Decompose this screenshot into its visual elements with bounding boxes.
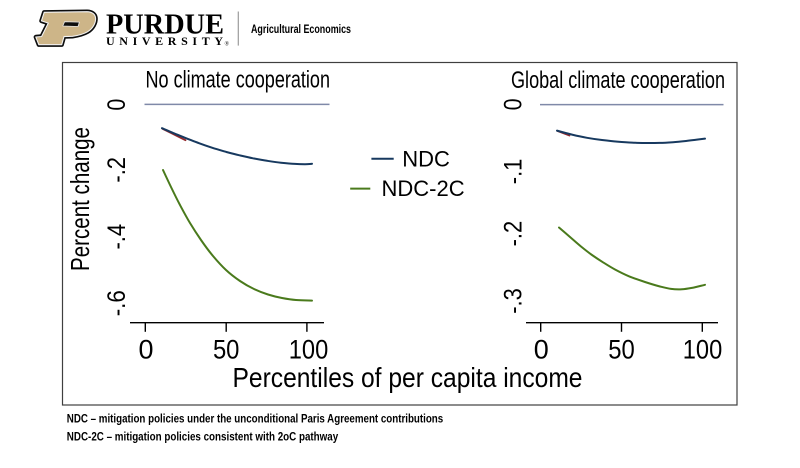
svg-text:-.1: -.1 xyxy=(500,159,528,185)
svg-text:-.6: -.6 xyxy=(103,290,131,316)
svg-text:100: 100 xyxy=(289,335,329,365)
svg-text:No climate cooperation: No climate cooperation xyxy=(146,67,331,94)
svg-text:0: 0 xyxy=(534,335,549,365)
svg-text:Percent change: Percent change xyxy=(65,127,95,271)
svg-text:Global climate cooperation: Global climate cooperation xyxy=(511,67,725,94)
svg-text:0: 0 xyxy=(103,99,131,111)
svg-text:50: 50 xyxy=(213,335,240,365)
svg-text:Percentiles of per capita inco: Percentiles of per capita income xyxy=(233,362,583,393)
svg-text:100: 100 xyxy=(683,335,723,365)
svg-text:0: 0 xyxy=(500,98,528,110)
svg-text:NDC – mitigation policies unde: NDC – mitigation policies under the unco… xyxy=(67,414,443,426)
svg-text:-.3: -.3 xyxy=(500,288,528,314)
svg-text:NDC-2C: NDC-2C xyxy=(382,176,465,201)
svg-text:NDC-2C – mitigation policies c: NDC-2C – mitigation policies consistent … xyxy=(67,432,339,444)
svg-text:-.2: -.2 xyxy=(103,157,131,183)
svg-text:50: 50 xyxy=(608,335,635,365)
svg-text:-.2: -.2 xyxy=(500,221,528,247)
svg-text:Agricultural Economics: Agricultural Economics xyxy=(251,23,351,36)
svg-text:-.4: -.4 xyxy=(103,224,131,250)
svg-text:PURDUE: PURDUE xyxy=(106,8,224,40)
svg-text:®: ® xyxy=(225,41,230,48)
svg-text:NDC: NDC xyxy=(402,146,450,171)
svg-text:0: 0 xyxy=(139,335,154,365)
